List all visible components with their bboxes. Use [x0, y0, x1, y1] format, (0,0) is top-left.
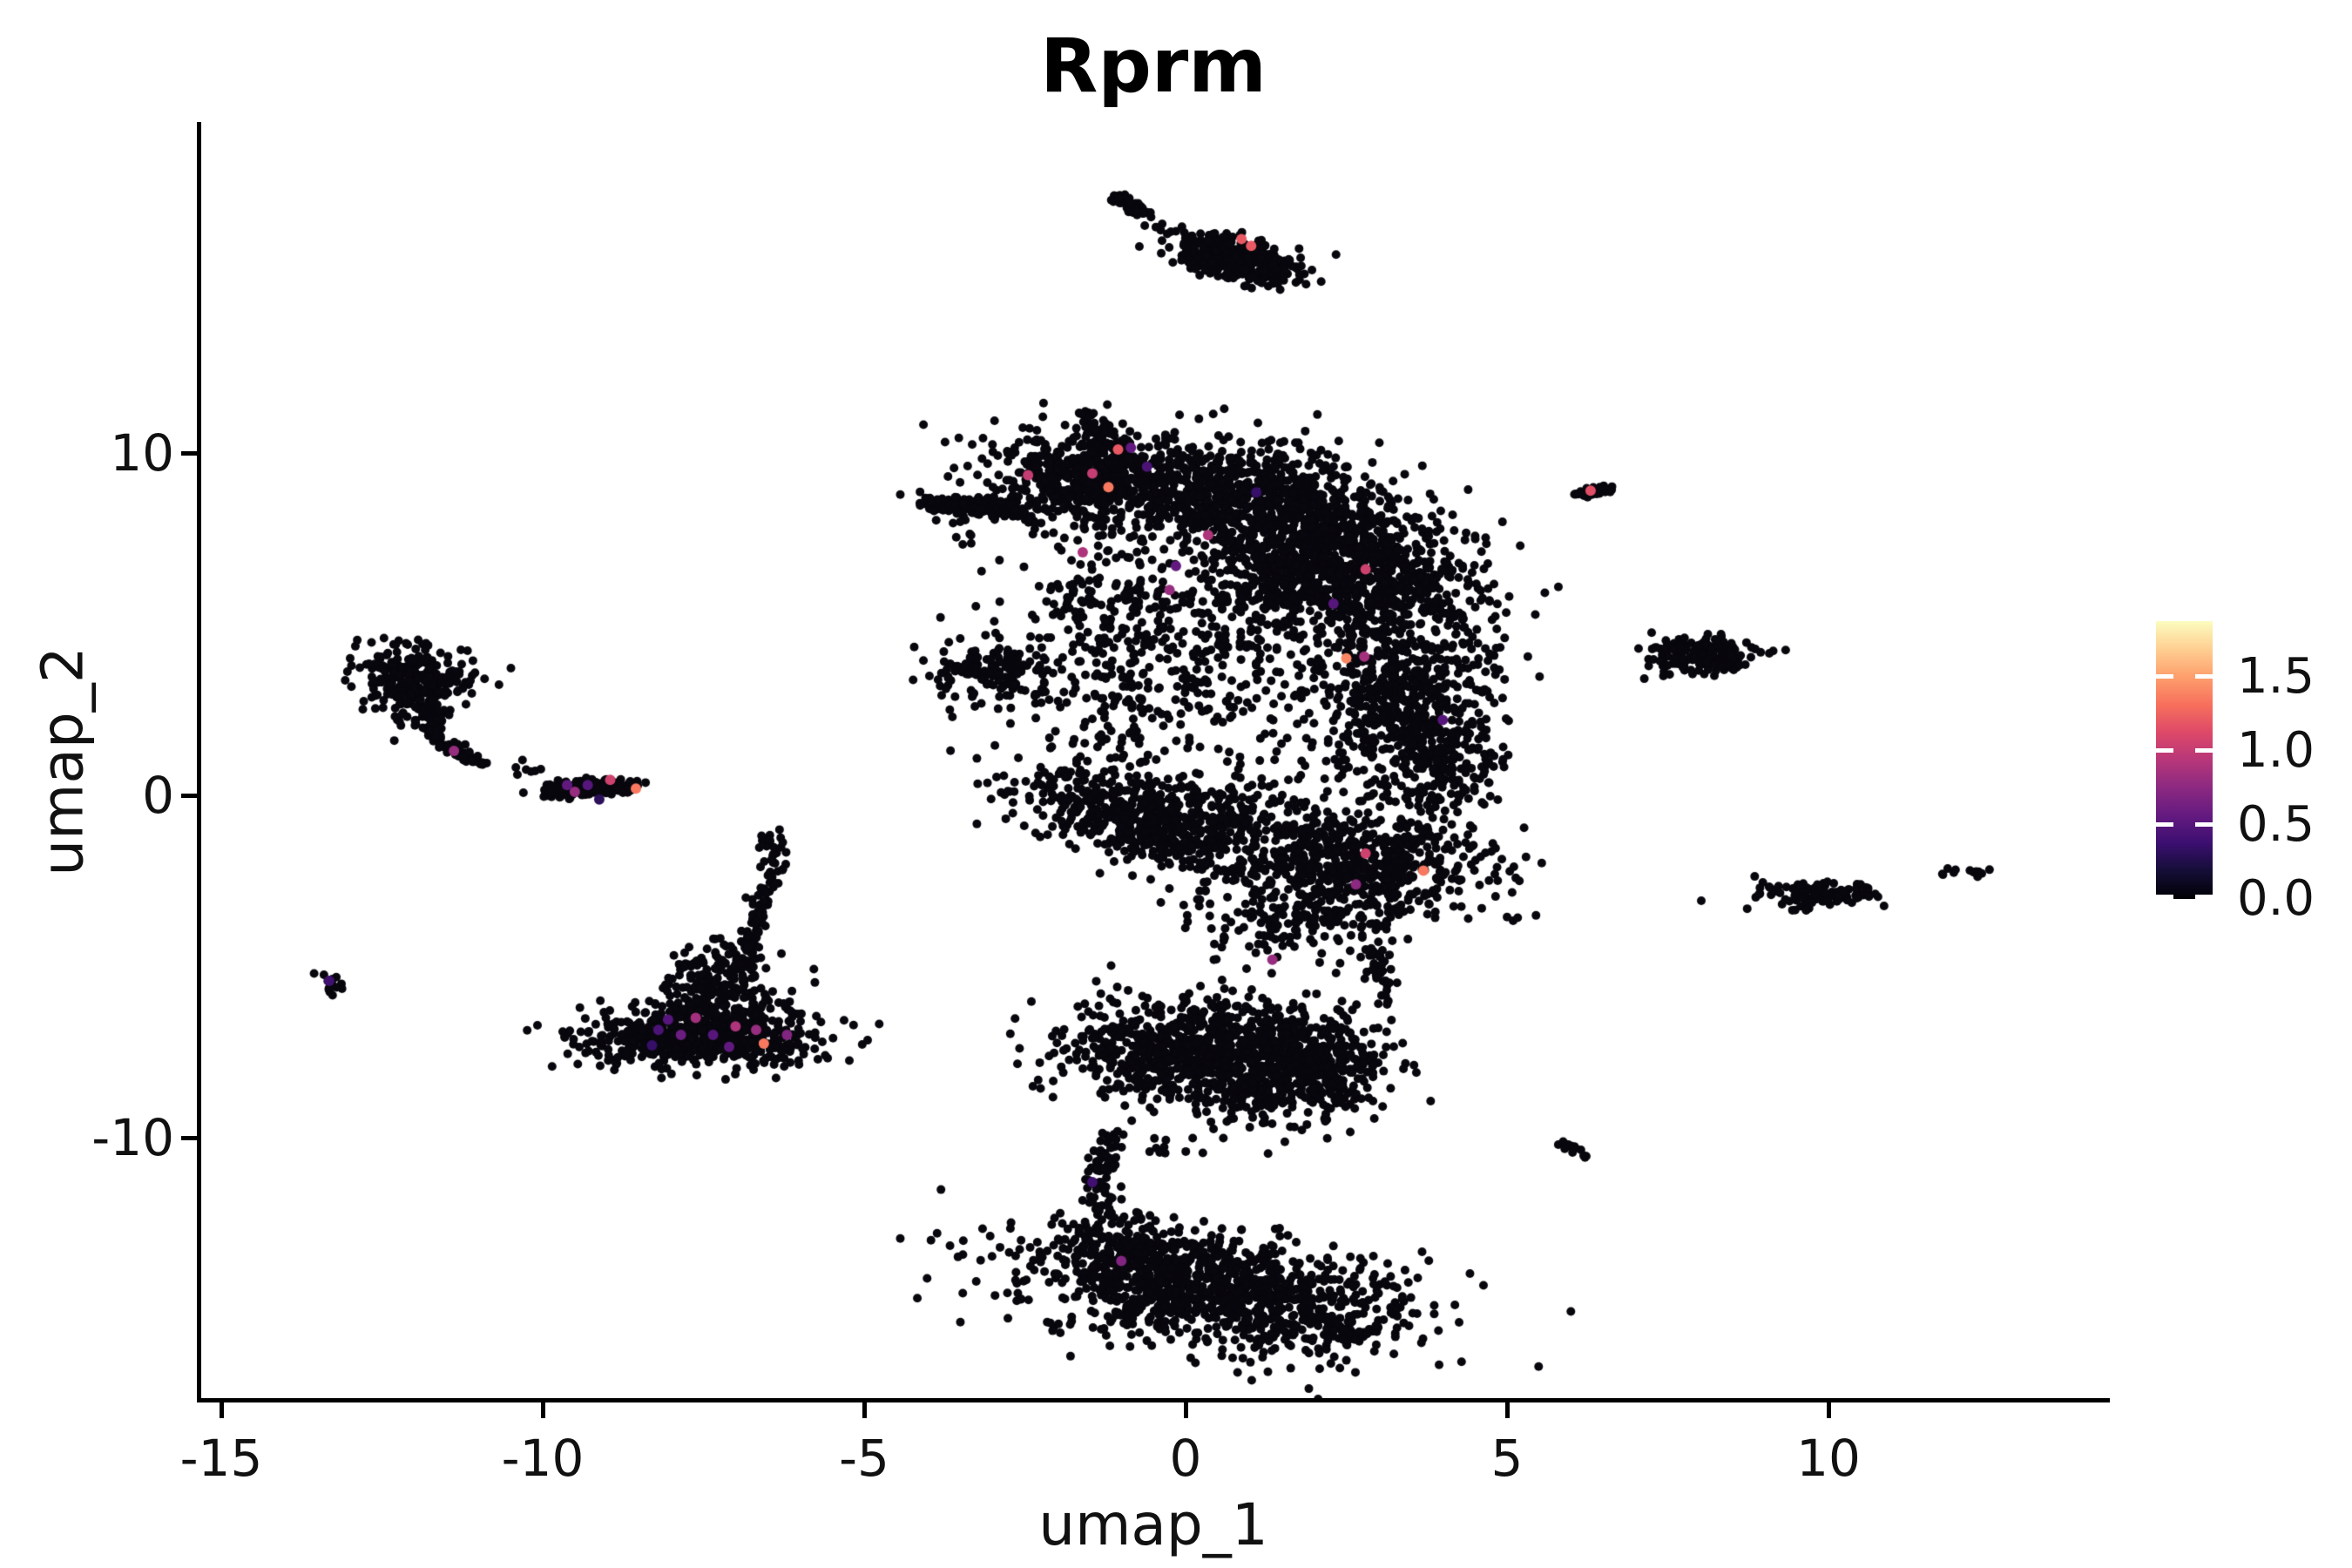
colorbar-tick-mark: [2156, 894, 2173, 899]
x-tick-mark: [540, 1402, 545, 1418]
y-tick-mark: [181, 793, 197, 798]
colorbar-tick-label: 0.0: [2237, 870, 2315, 927]
x-tick-mark: [1504, 1402, 1510, 1418]
x-tick-mark: [219, 1402, 224, 1418]
x-axis-title: umap_1: [1038, 1491, 1268, 1558]
colorbar-tick-mark: [2195, 748, 2213, 754]
x-tick-mark: [1826, 1402, 1831, 1418]
x-tick-label: 5: [1490, 1429, 1524, 1488]
colorbar-tick-label: 1.5: [2237, 647, 2315, 705]
plot-title: Rprm: [1040, 23, 1267, 110]
x-tick-label: -15: [179, 1429, 263, 1488]
colorbar-tick-mark: [2156, 822, 2173, 828]
x-tick-mark: [1183, 1402, 1188, 1418]
y-tick-mark: [181, 1135, 197, 1140]
colorbar-tick-label: 0.5: [2237, 795, 2315, 853]
x-tick-label: 0: [1169, 1429, 1202, 1488]
x-tick-label: 10: [1796, 1429, 1861, 1488]
y-axis-line: [197, 122, 201, 1402]
y-axis-title: umap_2: [29, 646, 97, 876]
colorbar-tick-mark: [2195, 674, 2213, 679]
colorbar-tick-mark: [2195, 822, 2213, 828]
colorbar-tick-mark: [2156, 748, 2173, 754]
y-tick-label: -10: [91, 1108, 174, 1167]
colorbar-tick-label: 1.0: [2237, 721, 2315, 779]
x-tick-mark: [862, 1402, 867, 1418]
colorbar-tick-mark: [2156, 674, 2173, 679]
x-tick-label: -10: [501, 1429, 585, 1488]
x-tick-label: -5: [839, 1429, 889, 1488]
x-axis-line: [197, 1398, 2110, 1402]
y-tick-label: 0: [142, 766, 174, 825]
y-tick-mark: [181, 450, 197, 456]
y-tick-label: 10: [110, 423, 174, 483]
colorbar-tick-mark: [2195, 894, 2213, 899]
colorbar-gradient: [2156, 621, 2213, 899]
